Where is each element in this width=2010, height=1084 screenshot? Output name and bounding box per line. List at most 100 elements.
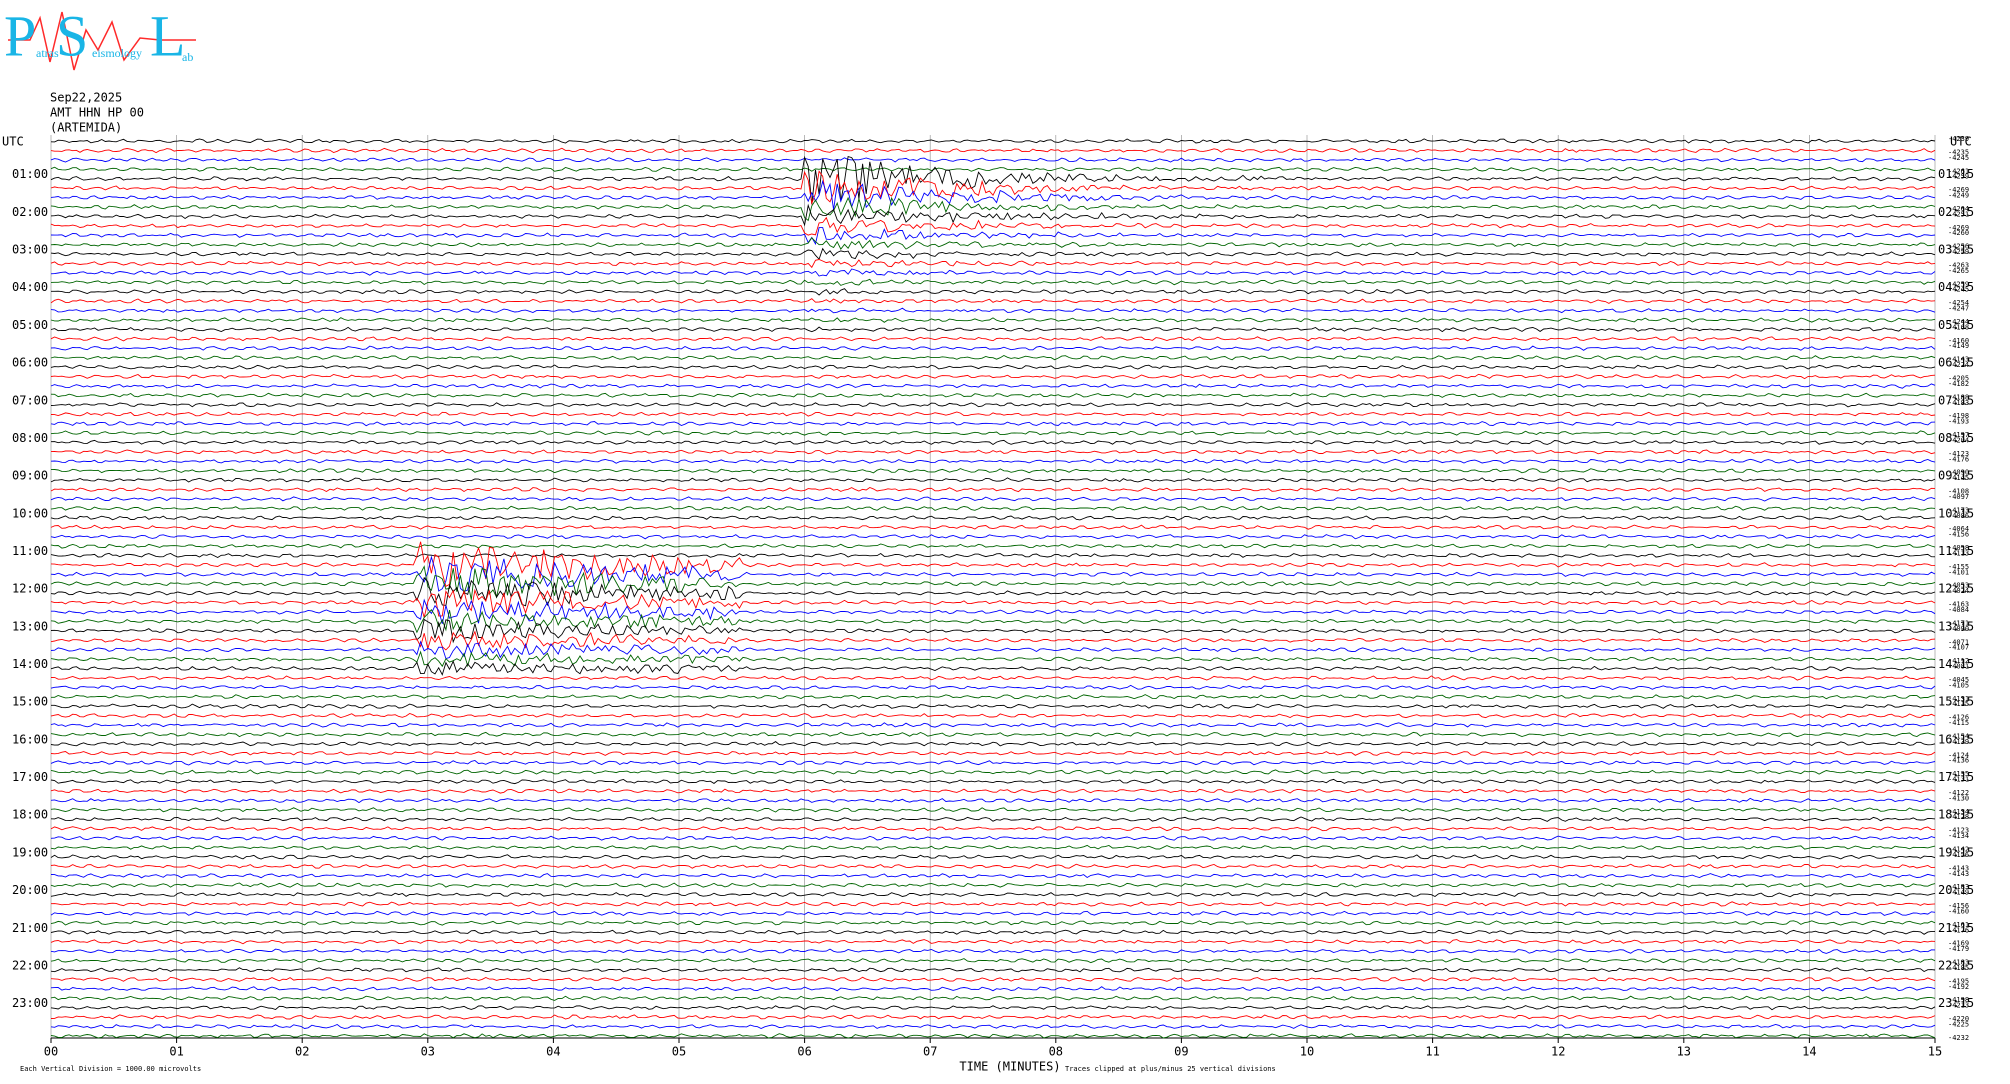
- trace: [50, 496, 1936, 502]
- hour-label-right: 19:15: [1938, 845, 1974, 859]
- trace: [50, 650, 1936, 668]
- trace-offset: -4134: [1948, 832, 1969, 840]
- trace-offset: -4071: [1948, 638, 1969, 646]
- x-axis-title: TIME (MINUTES): [959, 1060, 1060, 1074]
- trace-offset: -4113: [1948, 549, 1969, 557]
- trace: [50, 939, 1936, 945]
- hour-label-left: 19:00: [12, 845, 48, 859]
- trace-offset: -4245: [1948, 154, 1969, 162]
- trace: [51, 598, 1936, 624]
- x-tick-label: 09: [1174, 1045, 1188, 1059]
- trace-offset: -4256: [1948, 243, 1969, 251]
- x-tick-label: 01: [169, 1045, 183, 1059]
- hour-label-right: 13:15: [1938, 619, 1974, 633]
- date: Sep22,2025: [50, 91, 122, 105]
- hour-label-right: 07:15: [1938, 393, 1974, 407]
- trace-offset: -4247: [1948, 305, 1969, 313]
- trace-offset: -4224: [1948, 361, 1969, 369]
- trace: [50, 986, 1936, 992]
- hour-label-left: 18:00: [12, 808, 48, 822]
- trace: [50, 373, 1936, 380]
- x-tick-label: 15: [1928, 1045, 1942, 1059]
- x-tick-label: 04: [546, 1045, 560, 1059]
- trace-offset: -4045: [1948, 676, 1969, 684]
- trace: [50, 618, 1936, 644]
- trace: [50, 760, 1936, 766]
- trace-offset: -4195: [1948, 977, 1969, 985]
- hour-label-right: 12:15: [1938, 582, 1974, 596]
- trace: [50, 1014, 1936, 1020]
- x-tick-label: 11: [1425, 1045, 1439, 1059]
- hour-label-left: 14:00: [12, 657, 48, 671]
- trace-offset: -4198: [1948, 996, 1969, 1004]
- hour-label-left: 15:00: [12, 695, 48, 709]
- hour-label-right: 03:15: [1938, 243, 1974, 257]
- trace-offset: -4131: [1948, 695, 1969, 703]
- trace: [50, 750, 1936, 756]
- trace: [50, 157, 1936, 163]
- x-tick-label: 08: [1049, 1045, 1063, 1059]
- trace: [50, 458, 1936, 464]
- hour-label-right: 11:15: [1938, 544, 1974, 558]
- trace-offset: -4173: [1948, 506, 1969, 514]
- trace: [50, 797, 1936, 804]
- trace-offset: -4259: [1948, 248, 1969, 256]
- trace: [51, 703, 1936, 709]
- trace: [50, 901, 1936, 907]
- location: (ARTEMIDA): [50, 121, 122, 135]
- trace: [50, 948, 1936, 954]
- trace-offset: -4126: [1948, 714, 1969, 722]
- trace-offset: -4171: [1948, 619, 1969, 627]
- x-tick-label: 03: [421, 1045, 435, 1059]
- trace-offset: -4115: [1948, 719, 1969, 727]
- trace: [50, 788, 1936, 794]
- trace-offset: -4161: [1948, 921, 1969, 929]
- trace-offset: -4163: [1948, 601, 1969, 609]
- trace: [50, 364, 1936, 370]
- trace-offset: -4179: [1948, 945, 1969, 953]
- hour-label-right: 05:15: [1938, 318, 1974, 332]
- trace-offset: -4139: [1948, 738, 1969, 746]
- trace: [50, 317, 1936, 323]
- trace: [50, 392, 1936, 398]
- trace-offset: -4205: [1948, 375, 1969, 383]
- trace: [50, 468, 1936, 474]
- right-axis-title: UTC: [1950, 135, 1972, 149]
- hour-label-right: 15:15: [1938, 695, 1974, 709]
- trace-offset: -4131: [1948, 776, 1969, 784]
- hour-label-left: 22:00: [12, 958, 48, 972]
- trace-offset: -4156: [1948, 851, 1969, 859]
- trace-offset: -4169: [1948, 940, 1969, 948]
- trace: [50, 555, 1936, 593]
- trace-offset: -4213: [1948, 1002, 1969, 1010]
- trace-offset: -4090: [1948, 469, 1969, 477]
- trace-offset: -4183: [1948, 399, 1969, 407]
- trace-offset: -4235: [1948, 148, 1969, 156]
- trace: [50, 411, 1936, 417]
- trace-offset: -4176: [1948, 455, 1969, 463]
- hour-label-left: 08:00: [12, 431, 48, 445]
- station: AMT HHN HP 00: [50, 106, 144, 120]
- hour-label-right: 01:15: [1938, 167, 1974, 181]
- logo-small: atras: [36, 46, 59, 60]
- hour-label-left: 04:00: [12, 280, 48, 294]
- trace: [50, 354, 1936, 361]
- trace: [50, 565, 1936, 600]
- trace-offset: -4128: [1948, 813, 1969, 821]
- trace: [50, 920, 1936, 926]
- trace: [50, 929, 1935, 935]
- trace-offset: -4176: [1948, 926, 1969, 934]
- trace: [50, 863, 1936, 869]
- trace: [50, 307, 1936, 314]
- trace: [50, 816, 1936, 822]
- trace-offset: -4264: [1948, 205, 1969, 213]
- trace-offset: -4183: [1948, 959, 1969, 967]
- trace: [50, 449, 1936, 455]
- trace: [50, 891, 1936, 898]
- trace-offset: -4115: [1948, 700, 1969, 708]
- trace: [50, 259, 1936, 269]
- trace: [50, 873, 1936, 879]
- trace: [50, 430, 1936, 436]
- trace: [50, 576, 1936, 607]
- trace: [50, 247, 1936, 261]
